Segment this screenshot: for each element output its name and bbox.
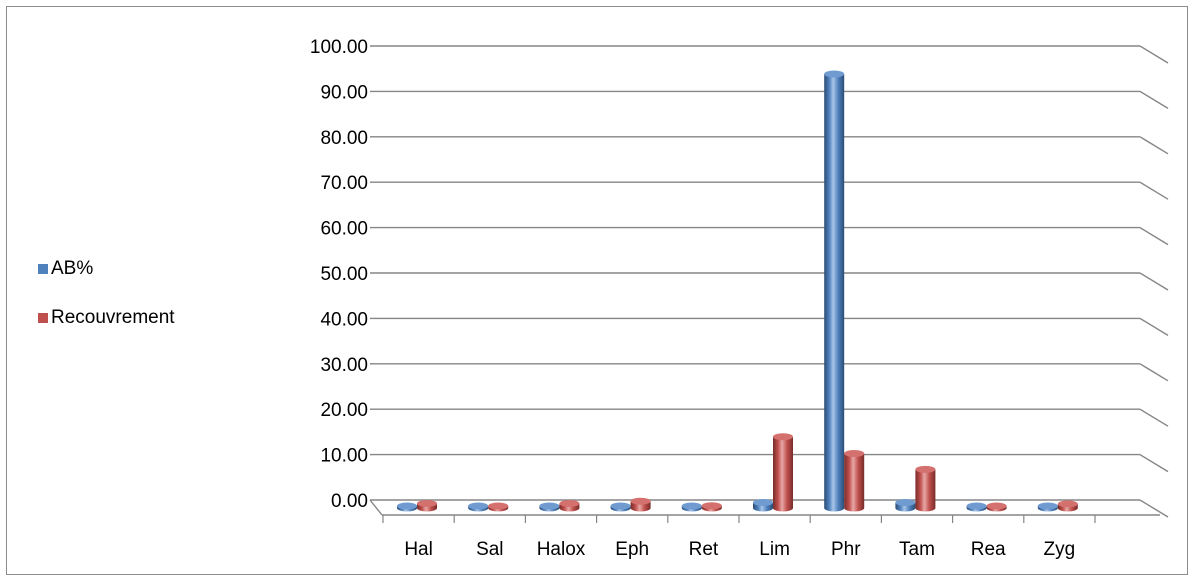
bar-ab-: [1037, 502, 1058, 512]
legend-swatch: [38, 313, 48, 323]
bar-body: [773, 436, 793, 512]
bar-recouvrement: [630, 497, 651, 512]
bar-top: [701, 502, 722, 510]
bar-top: [753, 499, 773, 507]
x-tick-label: Ret: [689, 539, 719, 560]
gridline-depth: [1139, 408, 1169, 427]
bar-recouvrement: [986, 502, 1007, 512]
bar-top: [895, 499, 916, 507]
x-tick-label: Lim: [759, 539, 790, 560]
y-tick-label: 80.00: [320, 128, 368, 149]
bar-top: [681, 502, 702, 510]
gridline-depth: [1139, 136, 1169, 155]
gridlines: [370, 45, 1169, 518]
bar-top: [1057, 500, 1078, 508]
bar-ab-: [610, 502, 631, 512]
bar-recouvrement: [488, 502, 509, 512]
x-tick-label: Zyg: [1044, 539, 1076, 560]
y-tick-label: 90.00: [320, 82, 368, 103]
bar-ab-: [753, 499, 773, 512]
chart-frame: [6, 6, 1188, 575]
bar-top: [488, 502, 509, 510]
gridline-depth: [1139, 227, 1169, 246]
bar-top: [824, 70, 845, 78]
bar-body: [824, 73, 845, 512]
bar-recouvrement: [773, 433, 793, 512]
bar-recouvrement: [844, 450, 865, 512]
bar-recouvrement: [701, 502, 722, 512]
x-tick-label: Sal: [476, 539, 503, 560]
x-tick-label: Eph: [615, 539, 649, 560]
bar-top: [417, 499, 437, 507]
bar-ab-: [966, 502, 987, 512]
bar-top: [1037, 502, 1058, 510]
bar-ab-: [468, 502, 489, 512]
x-tick-label: Phr: [831, 539, 861, 560]
bar-top: [397, 502, 417, 510]
legend-label: AB%: [51, 258, 93, 279]
y-tick-label: 10.00: [320, 446, 368, 467]
x-tick-label: Rea: [971, 539, 1006, 560]
bar-top: [966, 502, 987, 510]
gridline-depth: [1139, 499, 1169, 518]
gridline-depth: [1139, 181, 1169, 200]
y-tick-label: 60.00: [320, 219, 368, 240]
bar-top: [630, 497, 651, 505]
gridline-depth: [1139, 317, 1169, 336]
bar-ab-: [539, 502, 560, 512]
bar-body: [915, 469, 936, 512]
bar-recouvrement: [1057, 500, 1078, 512]
y-tick-label: 70.00: [320, 173, 368, 194]
bar-top: [844, 450, 865, 458]
y-tick-label: 100.00: [310, 37, 368, 58]
y-tick-label: 20.00: [320, 400, 368, 421]
bar-recouvrement: [915, 465, 936, 512]
bar-body: [844, 453, 865, 512]
bar-top: [986, 502, 1007, 510]
x-tick-label: Hal: [404, 539, 433, 560]
x-tick-label: Halox: [537, 539, 586, 560]
bar-top: [915, 465, 936, 473]
legend-swatch: [38, 264, 48, 274]
floor-edge-left: [369, 499, 383, 516]
gridline-depth: [1139, 45, 1169, 64]
gridline-depth: [1139, 363, 1169, 382]
gridline-depth: [1139, 90, 1169, 109]
y-axis: 0.00 10.00 20.00 30.00 40.00 50.00 60.00 70.00 8…: [310, 37, 372, 512]
gridline-depth: [1139, 454, 1169, 473]
gridline-depth: [1139, 272, 1169, 291]
bar-ab-: [824, 70, 845, 512]
bar-top: [468, 502, 489, 510]
bar-top: [610, 502, 631, 510]
bar-recouvrement: [417, 499, 437, 512]
legend: AB% Recouvrement: [38, 258, 175, 328]
bar-top: [559, 499, 580, 507]
legend-label: Recouvrement: [51, 307, 175, 328]
bar-recouvrement: [559, 499, 580, 512]
y-tick-label: 0.00: [331, 491, 368, 512]
x-tick-label: Tam: [899, 539, 935, 560]
bar-ab-: [397, 502, 417, 512]
y-tick-label: 40.00: [320, 309, 368, 330]
bar-ab-: [681, 502, 702, 512]
bars: [397, 70, 1078, 512]
x-axis: Hal Sal Halox Eph Ret Lim Phr Tam Rea Zyg: [369, 499, 1160, 560]
bar-ab-: [895, 499, 916, 512]
bar-top: [539, 502, 560, 510]
y-tick-label: 30.00: [320, 355, 368, 376]
bar-top: [773, 433, 793, 441]
y-tick-label: 50.00: [320, 264, 368, 285]
